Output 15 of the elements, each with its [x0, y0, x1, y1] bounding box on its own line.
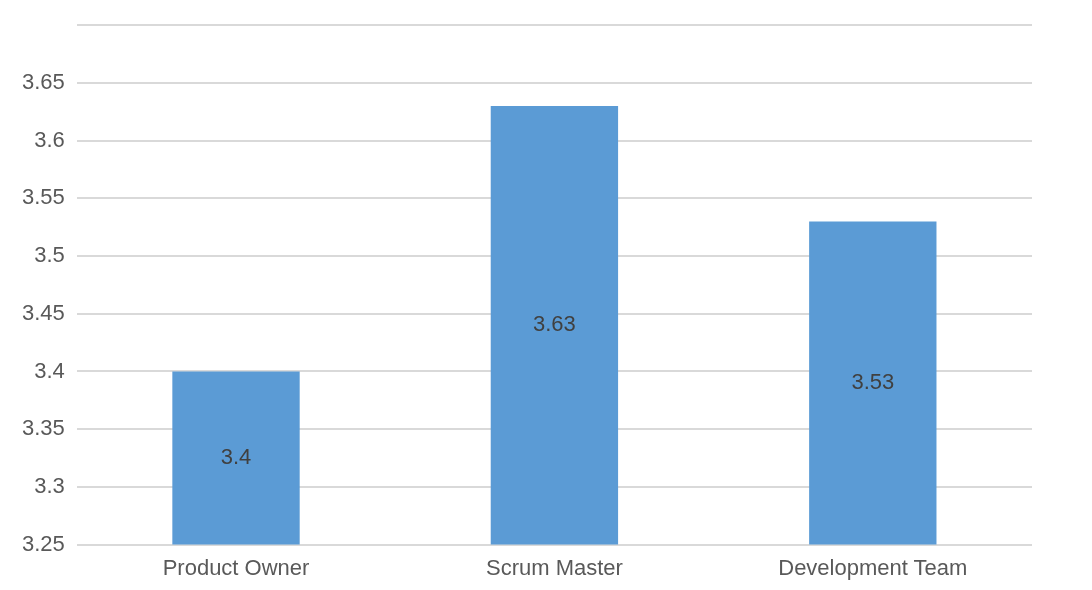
x-tick-label: Scrum Master [485, 554, 623, 580]
y-tick-label: 3.5 [34, 242, 65, 268]
y-tick-label: 3.55 [21, 184, 65, 210]
x-tick-label: Product Owner [162, 554, 310, 580]
y-tick-label: 3.25 [21, 530, 65, 556]
y-tick-label: 3.45 [21, 299, 65, 325]
y-tick-label: 3.35 [21, 415, 65, 441]
y-tick-label: 3.3 [34, 472, 65, 498]
data-label: 3.4 [220, 444, 252, 470]
data-label: 3.53 [851, 369, 895, 395]
y-tick-label: 3.65 [21, 68, 65, 94]
y-tick-label: 3.6 [34, 126, 65, 152]
y-tick-label: 3.4 [34, 357, 65, 383]
x-tick-label: Development Team [778, 554, 968, 580]
data-label: 3.63 [533, 311, 576, 337]
